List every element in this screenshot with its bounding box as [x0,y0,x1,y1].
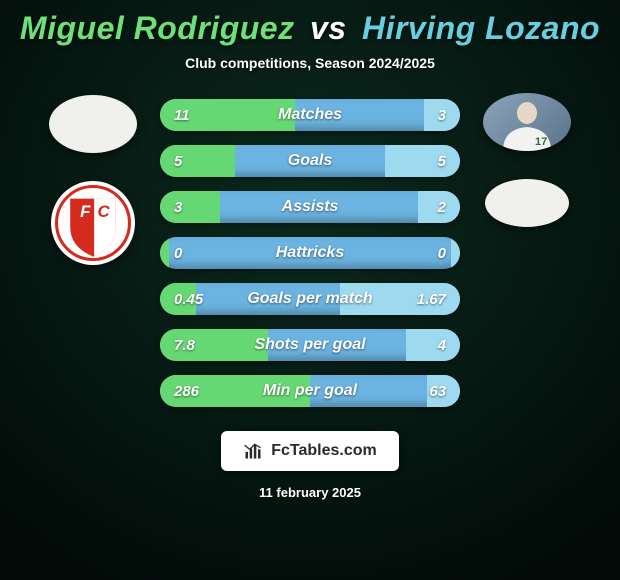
stat-row: 32Assists [160,191,460,223]
chart-icon [243,441,263,461]
stat-label: Goals per match [160,283,460,315]
player1-column: F C [38,95,148,265]
player1-club-badge: F C [51,181,135,265]
stat-bars: 113Matches 55Goals 32Assists 00Hattricks 0.4… [160,99,460,407]
comparison-title: Miguel Rodriguez vs Hirving Lozano [20,10,600,47]
stat-row: 0.451.67Goals per match [160,283,460,315]
stat-row: 7.84Shots per goal [160,329,460,361]
site-label: FcTables.com [271,442,377,460]
stat-label: Goals [160,145,460,177]
stat-row: 00Hattricks [160,237,460,269]
site-badge: FcTables.com [221,431,399,471]
main-row: F C 113Matches 55Goals 32Assists 00Hattrick… [0,99,620,407]
fc-utrecht-icon: F C [55,185,131,261]
player2-column: 17 [472,93,582,227]
player2-name: Hirving Lozano [362,10,600,46]
stat-row: 113Matches [160,99,460,131]
svg-text:17: 17 [535,136,547,148]
player2-photo: 17 [483,93,571,151]
vs-label: vs [310,10,347,46]
stat-label: Shots per goal [160,329,460,361]
subtitle: Club competitions, Season 2024/2025 [185,55,435,71]
stat-label: Hattricks [160,237,460,269]
stat-label: Matches [160,99,460,131]
stat-label: Min per goal [160,375,460,407]
stat-row: 55Goals [160,145,460,177]
player2-club-badge [485,179,569,227]
player-silhouette-icon: 17 [483,93,571,151]
player1-photo [49,95,137,153]
player1-name: Miguel Rodriguez [20,10,295,46]
svg-text:C: C [98,202,111,221]
svg-text:F: F [80,202,91,221]
stat-label: Assists [160,191,460,223]
date-text: 11 february 2025 [259,485,361,500]
stat-row: 28663Min per goal [160,375,460,407]
